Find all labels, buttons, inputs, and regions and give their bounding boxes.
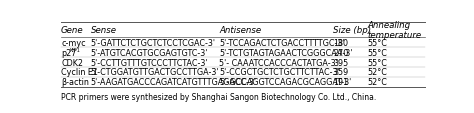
Text: 5'-GCCAGGTCCAGACGCAGGAT-3': 5'-GCCAGGTCCAGACGCAGGAT-3' — [219, 78, 351, 87]
Text: 5'-CTGGATGTTGACTGCCTTGA-3': 5'-CTGGATGTTGACTGCCTTGA-3' — [91, 68, 219, 77]
Text: Antisense: Antisense — [219, 26, 261, 35]
Text: 270: 270 — [333, 48, 348, 57]
Text: Size (bp): Size (bp) — [333, 26, 371, 35]
Text: 52°C: 52°C — [367, 68, 387, 77]
Text: 55°C: 55°C — [367, 48, 387, 57]
Text: 55°C: 55°C — [367, 58, 387, 67]
Text: 180: 180 — [333, 38, 348, 47]
Text: Annealing
temperature: Annealing temperature — [367, 21, 421, 40]
Text: 5'-CCGCTGCTCTGCTTCTTAC-3': 5'-CCGCTGCTCTGCTTCTTAC-3' — [219, 68, 340, 77]
Text: 52°C: 52°C — [367, 78, 387, 87]
Text: 55°C: 55°C — [367, 38, 387, 47]
Text: 5'-ATGTCACGTGCGAGTGTC-3': 5'-ATGTCACGTGCGAGTGTC-3' — [91, 48, 208, 57]
Text: p27: p27 — [61, 48, 76, 57]
Text: KIP1: KIP1 — [69, 47, 80, 52]
Text: PCR primers were synthesized by Shanghai Sangon Biotechnology Co. Ltd., China.: PCR primers were synthesized by Shanghai… — [61, 92, 376, 101]
Text: Gene: Gene — [61, 26, 84, 35]
Text: 5'-TCTGTAGTAGAACTCGGGCAA-3': 5'-TCTGTAGTAGAACTCGGGCAA-3' — [219, 48, 353, 57]
Text: 359: 359 — [333, 68, 348, 77]
Text: 5'-TCCAGACTCTGACCTTTTGC-3': 5'-TCCAGACTCTGACCTTTTGC-3' — [219, 38, 345, 47]
Text: β-actin: β-actin — [61, 78, 89, 87]
Text: 5'-GATTCTCTGCTCTCCTCGAC-3': 5'-GATTCTCTGCTCTCCTCGAC-3' — [91, 38, 216, 47]
Text: c-myc: c-myc — [61, 38, 86, 47]
Text: 191: 191 — [333, 78, 348, 87]
Text: 395: 395 — [333, 58, 348, 67]
Text: Sense: Sense — [91, 26, 117, 35]
Text: 5'-CCTTGTTTGTCCCTTCTAC-3': 5'-CCTTGTTTGTCCCTTCTAC-3' — [91, 58, 208, 67]
Text: 5'- CAAATCCACCCACTATGA-3': 5'- CAAATCCACCCACTATGA-3' — [219, 58, 338, 67]
Text: 5'-AAGATGACCCAGATCATGTTTGAGACC-3': 5'-AAGATGACCCAGATCATGTTTGAGACC-3' — [91, 78, 256, 87]
Text: CDK2: CDK2 — [61, 58, 83, 67]
Text: Cyclin E1: Cyclin E1 — [61, 68, 98, 77]
